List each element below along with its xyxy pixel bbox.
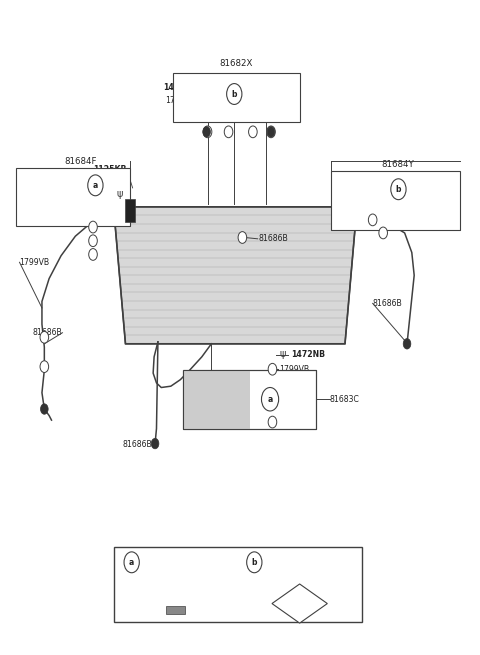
Text: 81684F: 81684F xyxy=(64,157,96,166)
Circle shape xyxy=(203,126,212,138)
Text: 1472NB: 1472NB xyxy=(291,350,325,360)
FancyBboxPatch shape xyxy=(114,548,362,622)
Text: a: a xyxy=(93,181,98,190)
Text: 81686B: 81686B xyxy=(33,328,62,337)
Text: 1799VB: 1799VB xyxy=(412,198,443,207)
Circle shape xyxy=(89,249,97,260)
Text: ψ: ψ xyxy=(116,189,122,199)
Text: 1799VB: 1799VB xyxy=(340,198,371,207)
Text: 81686B: 81686B xyxy=(123,440,153,449)
Text: 81686B: 81686B xyxy=(372,299,402,308)
FancyBboxPatch shape xyxy=(16,168,130,227)
Text: 1799VB: 1799VB xyxy=(279,365,309,374)
FancyBboxPatch shape xyxy=(183,370,316,428)
Circle shape xyxy=(391,179,406,200)
Text: 1799VB: 1799VB xyxy=(20,258,49,267)
Circle shape xyxy=(268,416,277,428)
Circle shape xyxy=(268,364,277,375)
Circle shape xyxy=(262,388,279,411)
Text: 81686B: 81686B xyxy=(258,234,288,243)
Polygon shape xyxy=(124,199,135,222)
Text: 81684Y: 81684Y xyxy=(381,160,414,169)
Circle shape xyxy=(267,126,275,137)
Text: 81691C: 81691C xyxy=(144,558,178,567)
Circle shape xyxy=(379,227,387,239)
Text: 89087: 89087 xyxy=(30,195,57,204)
Polygon shape xyxy=(183,370,250,428)
Text: ψ: ψ xyxy=(280,348,286,358)
Text: 84184: 84184 xyxy=(267,558,295,567)
Text: b: b xyxy=(231,90,237,98)
Text: 1799VB: 1799VB xyxy=(247,90,277,98)
Circle shape xyxy=(40,404,48,414)
Text: 1799VB: 1799VB xyxy=(48,181,79,190)
Circle shape xyxy=(203,126,210,137)
FancyBboxPatch shape xyxy=(173,73,300,122)
Text: 81683C: 81683C xyxy=(330,395,360,403)
Polygon shape xyxy=(272,584,327,623)
Circle shape xyxy=(368,214,377,226)
Circle shape xyxy=(238,232,247,244)
Text: 81662: 81662 xyxy=(102,185,126,194)
Text: 1472NB: 1472NB xyxy=(163,83,197,92)
Text: 1472NB: 1472NB xyxy=(334,185,368,194)
Text: 81682X: 81682X xyxy=(219,59,253,68)
Circle shape xyxy=(267,126,276,138)
Text: a: a xyxy=(267,395,273,403)
Text: b: b xyxy=(252,558,257,567)
Text: 1472NB: 1472NB xyxy=(96,194,126,203)
Circle shape xyxy=(249,126,257,138)
Polygon shape xyxy=(166,606,185,614)
Text: a: a xyxy=(129,558,134,567)
Circle shape xyxy=(224,126,233,138)
Circle shape xyxy=(227,84,242,104)
Circle shape xyxy=(403,339,411,349)
Circle shape xyxy=(124,552,139,572)
Circle shape xyxy=(247,552,262,572)
Text: 1799VB: 1799VB xyxy=(279,418,309,426)
Circle shape xyxy=(40,361,48,373)
Circle shape xyxy=(88,175,103,196)
Text: 81661: 81661 xyxy=(102,176,126,185)
Text: 1799VB: 1799VB xyxy=(165,96,195,105)
Text: b: b xyxy=(396,185,401,194)
Circle shape xyxy=(89,221,97,233)
Polygon shape xyxy=(114,207,357,344)
Circle shape xyxy=(40,331,48,343)
Circle shape xyxy=(151,438,159,449)
FancyBboxPatch shape xyxy=(331,171,459,230)
Circle shape xyxy=(89,235,97,247)
Text: 1125KB: 1125KB xyxy=(93,165,126,174)
